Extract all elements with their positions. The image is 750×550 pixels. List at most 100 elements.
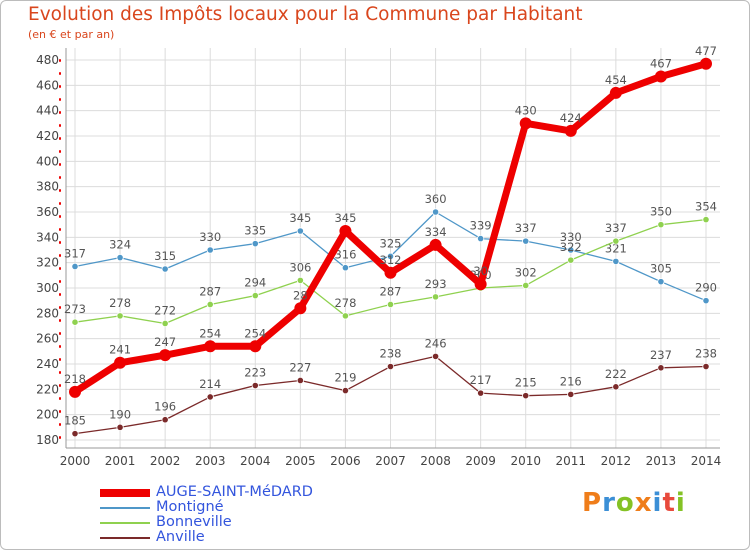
data-point [296, 227, 304, 235]
x-tick-label: 2014 [691, 454, 722, 468]
data-label: 345 [289, 211, 311, 225]
data-label: 337 [515, 221, 537, 235]
data-label: 430 [515, 103, 537, 117]
data-point [71, 430, 79, 438]
data-label: 246 [425, 336, 447, 350]
x-tick-label: 2003 [195, 454, 226, 468]
x-tick-label: 2011 [556, 454, 587, 468]
data-point [341, 264, 350, 272]
x-tick-label: 2013 [646, 454, 677, 468]
legend-label: Montigné [156, 499, 224, 515]
logo-letter: o [615, 488, 635, 518]
data-label: 287 [380, 284, 402, 298]
x-tick-label: 2008 [420, 454, 451, 468]
data-label: 317 [64, 246, 86, 260]
data-point [429, 238, 442, 251]
data-point [294, 302, 307, 315]
data-point [296, 276, 304, 284]
data-label: 223 [244, 366, 266, 380]
data-label: 238 [380, 347, 402, 361]
data-point [71, 318, 79, 326]
data-point [161, 319, 169, 328]
legend: AUGE-SAINT-MéDARD Montigné Bonneville Anvil… [100, 484, 430, 545]
data-label: 278 [109, 296, 131, 310]
data-point [567, 390, 575, 398]
data-label: 325 [380, 236, 402, 250]
data-point [161, 265, 169, 273]
data-label: 217 [470, 373, 492, 387]
data-point [702, 216, 710, 224]
data-label: 273 [64, 302, 86, 316]
data-label: 360 [425, 192, 447, 206]
x-tick-label: 2002 [150, 454, 181, 468]
x-tick-label: 2012 [601, 454, 632, 468]
data-point [657, 278, 665, 286]
x-tick-label: 2006 [330, 454, 361, 468]
data-label: 214 [199, 377, 221, 391]
data-label: 305 [650, 262, 672, 276]
data-label: 316 [334, 248, 356, 262]
y-tick-label: 340 [36, 230, 59, 244]
data-point [71, 262, 79, 271]
data-label: 345 [334, 211, 356, 225]
data-label: 337 [605, 221, 627, 235]
data-label: 321 [605, 241, 627, 255]
data-label: 335 [244, 224, 266, 238]
legend-swatch [100, 489, 150, 497]
data-label: 324 [109, 238, 131, 252]
data-label: 306 [289, 260, 311, 274]
data-label: 215 [515, 376, 537, 390]
data-label: 290 [695, 281, 717, 295]
y-tick-label: 480 [36, 53, 59, 67]
data-point [519, 117, 532, 130]
data-point [159, 349, 172, 362]
legend-item: Bonneville [100, 514, 430, 530]
data-point [341, 312, 350, 320]
y-tick-label: 460 [36, 78, 59, 92]
data-label: 28 [293, 288, 308, 302]
data-point [339, 225, 352, 237]
data-point [657, 364, 665, 372]
data-point [386, 300, 395, 309]
y-tick-label: 320 [36, 256, 59, 270]
data-point [251, 240, 259, 248]
data-point [206, 300, 214, 309]
data-point [431, 352, 440, 360]
data-point [116, 312, 124, 320]
y-tick-label: 180 [36, 433, 59, 447]
logo-letter: r [602, 488, 616, 518]
data-point [612, 237, 620, 245]
data-point [249, 340, 262, 353]
data-point [251, 291, 259, 300]
plot-area [66, 48, 720, 448]
chart-subtitle: (en € et par an) [28, 28, 115, 41]
y-tick-label: 360 [36, 205, 59, 219]
data-label: 254 [199, 326, 221, 340]
y-tick-label: 440 [36, 104, 59, 118]
data-point [567, 256, 575, 264]
data-point [431, 208, 440, 216]
x-tick-label: 2001 [105, 454, 136, 468]
data-point [206, 246, 214, 254]
data-point [522, 237, 530, 245]
data-label: 238 [695, 347, 717, 361]
legend-swatch [100, 507, 150, 509]
legend-swatch [100, 537, 150, 539]
chart-title: Evolution des Impôts locaux pour la Comm… [28, 4, 583, 25]
data-label: 454 [605, 73, 627, 87]
data-point [116, 423, 124, 431]
data-label: 185 [64, 414, 86, 428]
data-label: 330 [560, 230, 582, 244]
data-point [522, 281, 530, 290]
y-tick-label: 400 [36, 154, 59, 168]
data-point [431, 293, 440, 301]
data-point [477, 235, 485, 243]
logo-letter: x [634, 488, 653, 518]
data-point [386, 252, 395, 260]
y-tick-label: 280 [36, 306, 59, 320]
data-point [114, 356, 127, 369]
data-point [612, 383, 620, 391]
data-label: 322 [560, 240, 582, 254]
x-tick-label: 2007 [375, 454, 406, 468]
y-tick-label: 420 [36, 129, 59, 143]
